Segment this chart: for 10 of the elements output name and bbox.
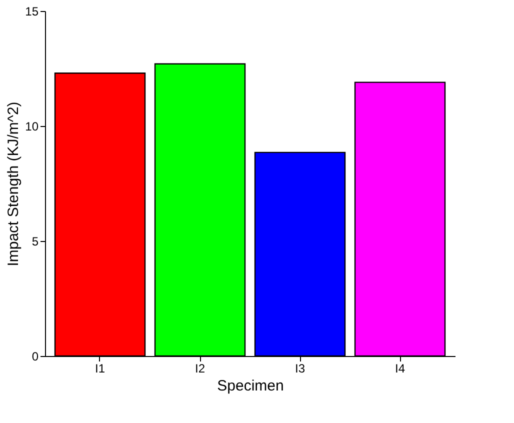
y-axis-title: Impact Stength (KJ/m^2) (5, 102, 22, 266)
x-tick-label: I4 (394, 362, 406, 376)
x-axis-title: Specimen (217, 378, 284, 394)
y-tick-label: 15 (25, 4, 39, 18)
x-tick-label: I2 (194, 362, 206, 376)
x-tick-label: I1 (94, 362, 106, 376)
y-tick-label: 0 (32, 350, 39, 364)
y-tick-label: 5 (32, 234, 39, 248)
x-tick-label: I3 (294, 362, 306, 376)
y-tick-label: 10 (25, 120, 39, 134)
